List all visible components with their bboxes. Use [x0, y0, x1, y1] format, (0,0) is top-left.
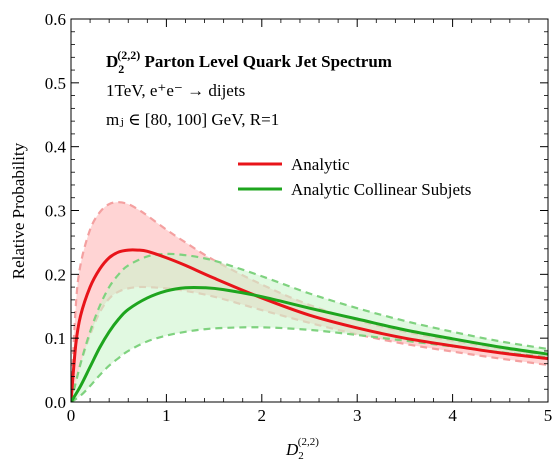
- y-axis-title: Relative Probability: [9, 142, 28, 279]
- x-tick-label: 1: [162, 406, 171, 425]
- x-tick-label: 2: [258, 406, 267, 425]
- series-line-collinear: [71, 285, 548, 402]
- x-tick-label: 0: [67, 406, 76, 425]
- y-tick-label: 0.1: [45, 329, 66, 348]
- series-line-analytic: [71, 248, 548, 402]
- band-lower-edge-collinear: [71, 326, 548, 402]
- x-tick-label: 4: [448, 406, 457, 425]
- x-tick-label: 3: [353, 406, 362, 425]
- band-upper-edge-analytic: [71, 201, 548, 402]
- y-tick-label: 0.3: [45, 202, 66, 221]
- y-tick-label: 0.5: [45, 74, 66, 93]
- legend: Analytic Analytic Collinear Subjets: [238, 155, 471, 199]
- x-tick-label: 5: [544, 406, 552, 425]
- annotation-energy: 1TeV, e⁺e⁻ → dijets: [106, 81, 245, 100]
- y-tick-label: 0.2: [45, 265, 66, 284]
- legend-label-analytic: Analytic: [291, 155, 350, 174]
- annotation-mass-window: mⱼ ∈ [80, 100] GeV, R=1: [106, 110, 279, 129]
- band-collinear: [71, 253, 548, 402]
- y-tick-label: 0.0: [45, 393, 66, 412]
- chart-title: D2(2,2) Parton Level Quark Jet Spectrum: [106, 48, 392, 76]
- x-axis-title: D2(2,2): [285, 436, 319, 462]
- band-upper-edge-collinear: [71, 252, 548, 402]
- y-tick-label: 0.6: [45, 10, 66, 29]
- y-tick-label: 0.4: [45, 138, 67, 157]
- legend-label-collinear: Analytic Collinear Subjets: [291, 180, 471, 199]
- band-analytic: [71, 202, 548, 402]
